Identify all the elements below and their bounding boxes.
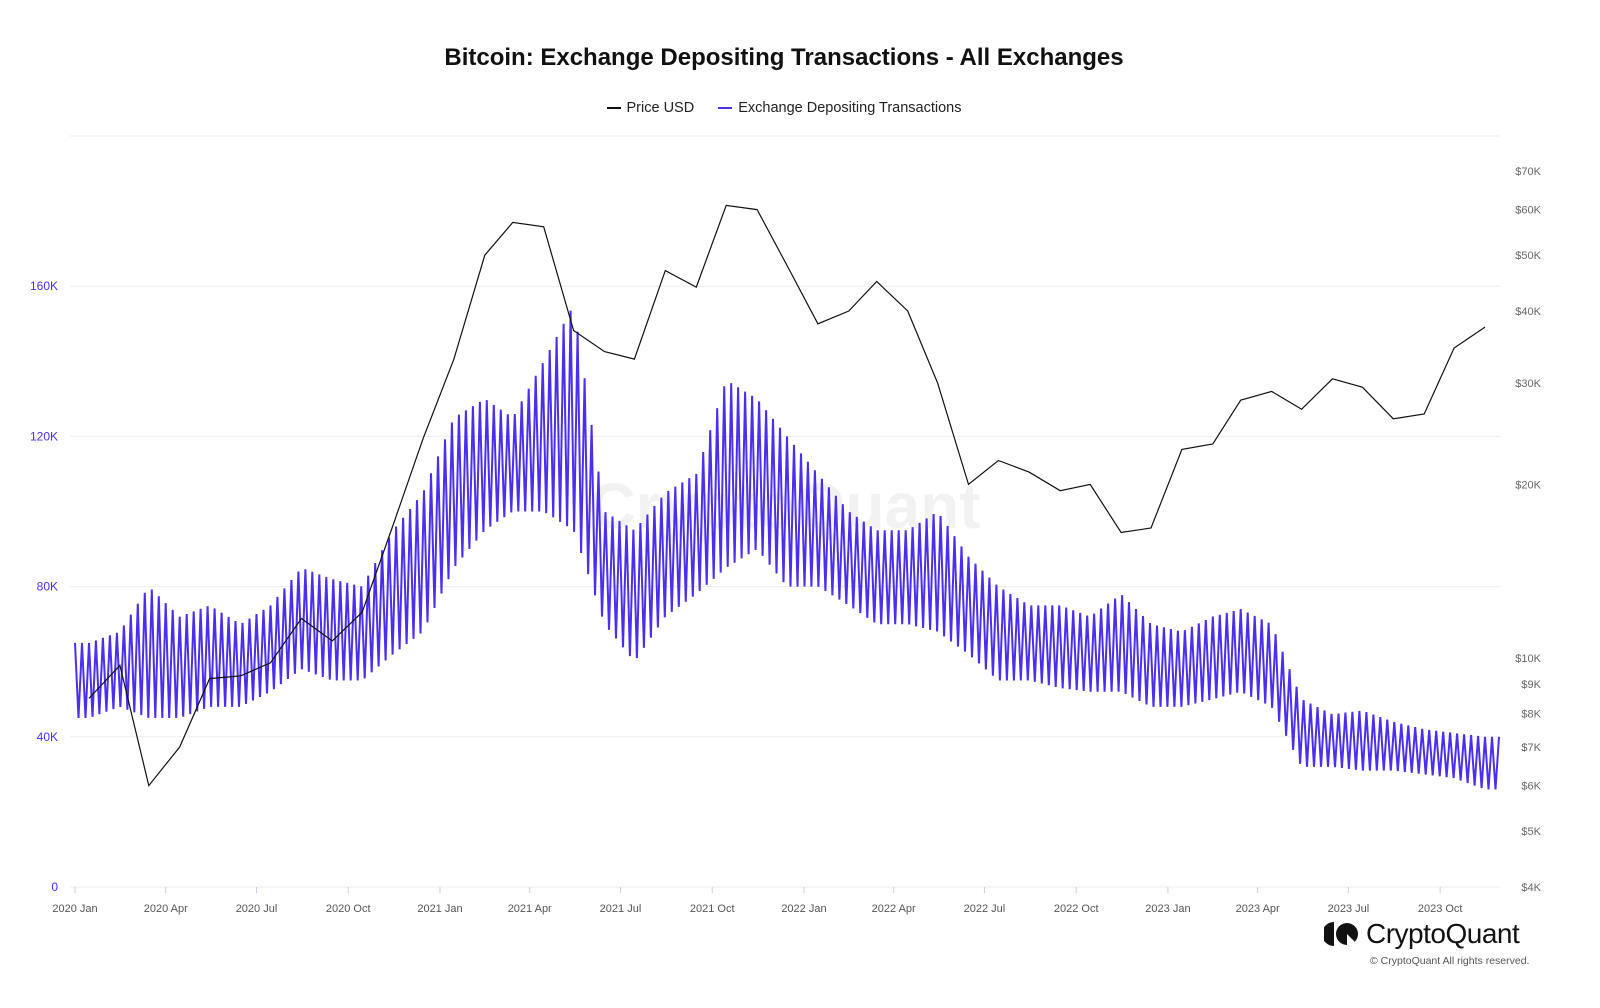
x-tick-label: 2020 Jul [236, 903, 278, 915]
left-tick-label: 160K [30, 279, 58, 293]
right-tick-label: $7K [1521, 742, 1541, 754]
copyright: © CryptoQuant All rights reserved. [1370, 955, 1530, 967]
x-tick-label: 2020 Apr [144, 903, 188, 915]
right-tick-label: $9K [1521, 679, 1541, 691]
cryptoquant-logo: CryptoQuant [1324, 918, 1520, 950]
x-tick-label: 2023 Jan [1145, 903, 1190, 915]
x-tick-label: 2023 Jul [1328, 903, 1370, 915]
price-line [88, 204, 1486, 787]
left-tick-label: 40K [37, 730, 58, 744]
x-tick-label: 2020 Jan [52, 903, 97, 915]
right-tick-label: $30K [1515, 378, 1541, 390]
right-tick-label: $5K [1521, 826, 1541, 838]
right-tick-label: $60K [1515, 205, 1541, 217]
x-tick-label: 2021 Apr [508, 903, 552, 915]
x-tick-label: 2022 Jan [781, 903, 826, 915]
legend-item-deposits[interactable]: Exchange Depositing Transactions [718, 100, 962, 116]
right-tick-label: $8K [1521, 709, 1541, 721]
logo-icon [1324, 922, 1358, 946]
x-tick-label: 2022 Jul [964, 903, 1006, 915]
right-tick-label: $10K [1515, 653, 1541, 665]
legend: Price USD Exchange Depositing Transactio… [0, 97, 1568, 116]
x-tick-label: 2021 Jan [417, 903, 462, 915]
right-tick-label: $50K [1515, 250, 1541, 262]
right-tick-label: $70K [1515, 166, 1541, 178]
x-tick-label: 2023 Oct [1418, 903, 1463, 915]
right-tick-label: $4K [1521, 882, 1541, 894]
x-tick-label: 2022 Oct [1054, 903, 1099, 915]
deposits-line [74, 310, 1500, 790]
right-tick-label: $6K [1521, 781, 1541, 793]
chart-title: Bitcoin: Exchange Depositing Transaction… [444, 44, 1124, 71]
left-tick-label: 80K [37, 580, 58, 594]
legend-label: Price USD [626, 100, 695, 116]
legend-label: Exchange Depositing Transactions [738, 100, 962, 116]
logo-text: CryptoQuant [1366, 918, 1520, 949]
right-tick-label: $40K [1515, 306, 1541, 318]
left-tick-label: 0 [51, 880, 58, 894]
x-tick-label: 2021 Oct [690, 903, 735, 915]
x-tick-label: 2022 Apr [872, 903, 916, 915]
right-tick-label: $20K [1515, 479, 1541, 491]
x-tick-label: 2021 Jul [600, 903, 642, 915]
legend-item-price[interactable]: Price USD [606, 100, 695, 116]
x-tick-label: 2023 Apr [1236, 903, 1280, 915]
x-tick-label: 2020 Oct [326, 903, 371, 915]
left-tick-label: 120K [30, 429, 58, 443]
